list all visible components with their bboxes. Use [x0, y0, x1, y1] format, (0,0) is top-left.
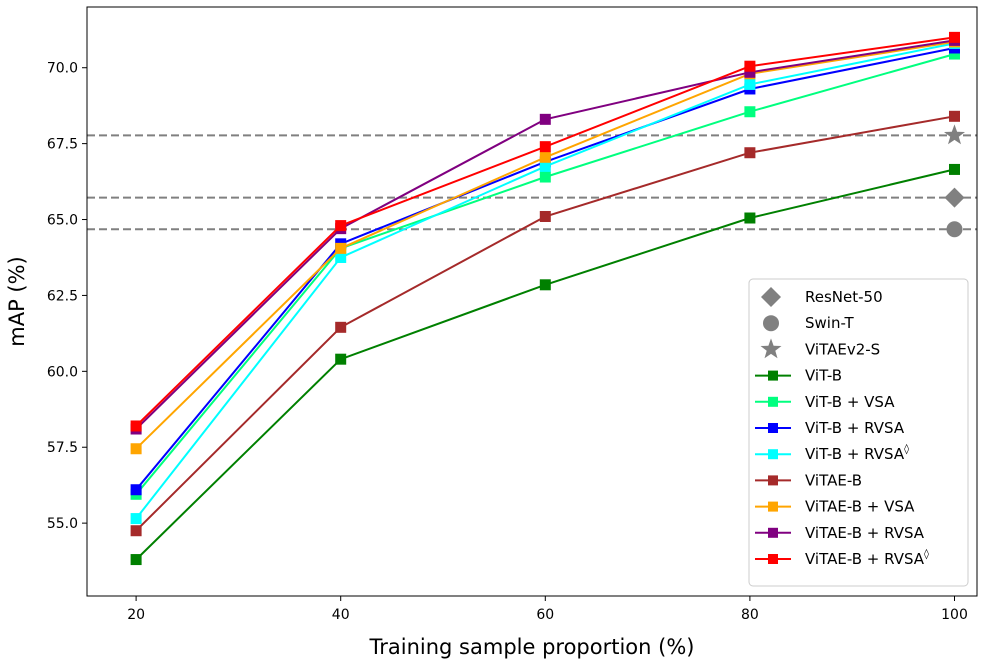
legend-marker-resnet-50: [761, 287, 781, 307]
data-point: [539, 160, 551, 172]
x-tick-label: 100: [941, 607, 968, 623]
legend-entry: ViT-B + RVSA: [755, 419, 905, 437]
x-tick-label: 80: [741, 607, 759, 623]
legend: ResNet-50 Swin-T ViTAEv2-S ViT-B ViT-B + VSA…: [748, 278, 969, 587]
legend-marker: [768, 554, 778, 564]
legend-label: Swin-T: [805, 314, 854, 332]
data-point: [539, 151, 551, 163]
data-point: [335, 251, 347, 263]
legend-entry: Swin-T: [763, 314, 854, 332]
data-point: [948, 31, 960, 43]
legend-marker: [768, 370, 778, 381]
baseline-markers: [944, 124, 965, 238]
y-tick-label: 55.0: [47, 516, 78, 532]
data-point: [130, 484, 142, 496]
y-tick-label: 62.5: [47, 288, 78, 304]
legend-label: ViT-B + VSA: [805, 393, 895, 411]
x-axis-label: Training sample proportion (%): [369, 635, 695, 659]
series-lines: [130, 31, 960, 566]
series-vit-b: [130, 163, 960, 566]
data-point: [130, 554, 142, 566]
data-point: [539, 171, 551, 183]
data-point: [539, 210, 551, 222]
x-tick-label: 60: [536, 607, 554, 623]
y-tick-label: 70.0: [47, 61, 78, 77]
data-point: [744, 78, 756, 90]
data-point: [744, 66, 756, 78]
baseline-lines: [87, 134, 977, 231]
legend-marker: [768, 423, 778, 433]
legend-entry: ViTAE-B + VSA: [755, 498, 915, 516]
baseline-marker-resnet-50: [944, 187, 965, 208]
data-point: [335, 321, 347, 333]
data-point: [948, 110, 960, 122]
legend-entry: ViT-B: [755, 367, 842, 385]
plot-frame: [86, 6, 978, 597]
legend-marker-vitaev2-s: [760, 338, 782, 359]
legend-marker: [768, 396, 778, 407]
y-tick-label: 60.0: [47, 364, 78, 380]
y-tick-label: 65.0: [47, 213, 78, 229]
legend-label: ViTAE-B + RVSA◊: [805, 548, 929, 568]
data-point: [744, 60, 756, 72]
legend-box: [748, 278, 969, 587]
y-axis-ticks: 55.0 57.5 60.0 62.5 65.0 67.5 70.0: [47, 61, 87, 532]
data-point: [335, 242, 347, 254]
baseline-marker-vitaev2-s: [944, 124, 965, 145]
legend-entry: ViTAE-B + RVSA◊: [755, 548, 929, 568]
data-point: [539, 141, 551, 153]
data-point: [744, 106, 756, 118]
series-vitae-b-rvsa-diamond: [130, 31, 960, 432]
x-tick-label: 40: [332, 607, 350, 623]
legend-marker: [768, 527, 778, 538]
legend-entry: ResNet-50: [761, 287, 883, 307]
legend-label: ViT-B + RVSA◊: [805, 443, 909, 463]
baseline-marker-swin-t: [946, 221, 963, 238]
data-point: [948, 48, 960, 60]
data-point: [744, 212, 756, 224]
legend-label: ViT-B + RVSA: [805, 419, 905, 437]
data-point: [948, 163, 960, 175]
data-point: [539, 113, 551, 125]
series-vitae-b: [130, 110, 960, 537]
y-axis-label: mAP (%): [5, 256, 29, 347]
data-point: [130, 420, 142, 432]
legend-label: ViT-B: [805, 367, 842, 385]
legend-label: ResNet-50: [805, 288, 883, 306]
legend-label: ViTAE-B + VSA: [805, 498, 915, 516]
data-point: [130, 525, 142, 537]
data-point: [335, 220, 347, 232]
data-point: [130, 513, 142, 525]
legend-entry: ViTAE-B: [755, 471, 862, 489]
legend-entry: ViT-B + VSA: [755, 393, 895, 411]
legend-label: ViTAE-B + RVSA: [805, 524, 925, 542]
legend-entry: ViTAEv2-S: [760, 338, 880, 359]
legend-marker: [768, 475, 778, 486]
data-point: [335, 353, 347, 365]
legend-entry: ViT-B + RVSA◊: [755, 443, 909, 463]
legend-label: ViTAEv2-S: [805, 340, 880, 358]
y-tick-label: 67.5: [47, 137, 78, 153]
legend-marker: [768, 501, 778, 512]
data-point: [539, 279, 551, 291]
data-point: [130, 443, 142, 455]
x-tick-label: 20: [127, 607, 145, 623]
data-point: [744, 147, 756, 159]
legend-marker-swin-t: [763, 315, 779, 332]
legend-marker: [768, 449, 778, 460]
y-tick-label: 57.5: [47, 440, 78, 456]
legend-label: ViTAE-B: [805, 471, 862, 489]
legend-entry: ViTAE-B + RVSA: [755, 524, 925, 542]
x-axis-ticks: 20 40 60 80 100: [127, 596, 968, 623]
